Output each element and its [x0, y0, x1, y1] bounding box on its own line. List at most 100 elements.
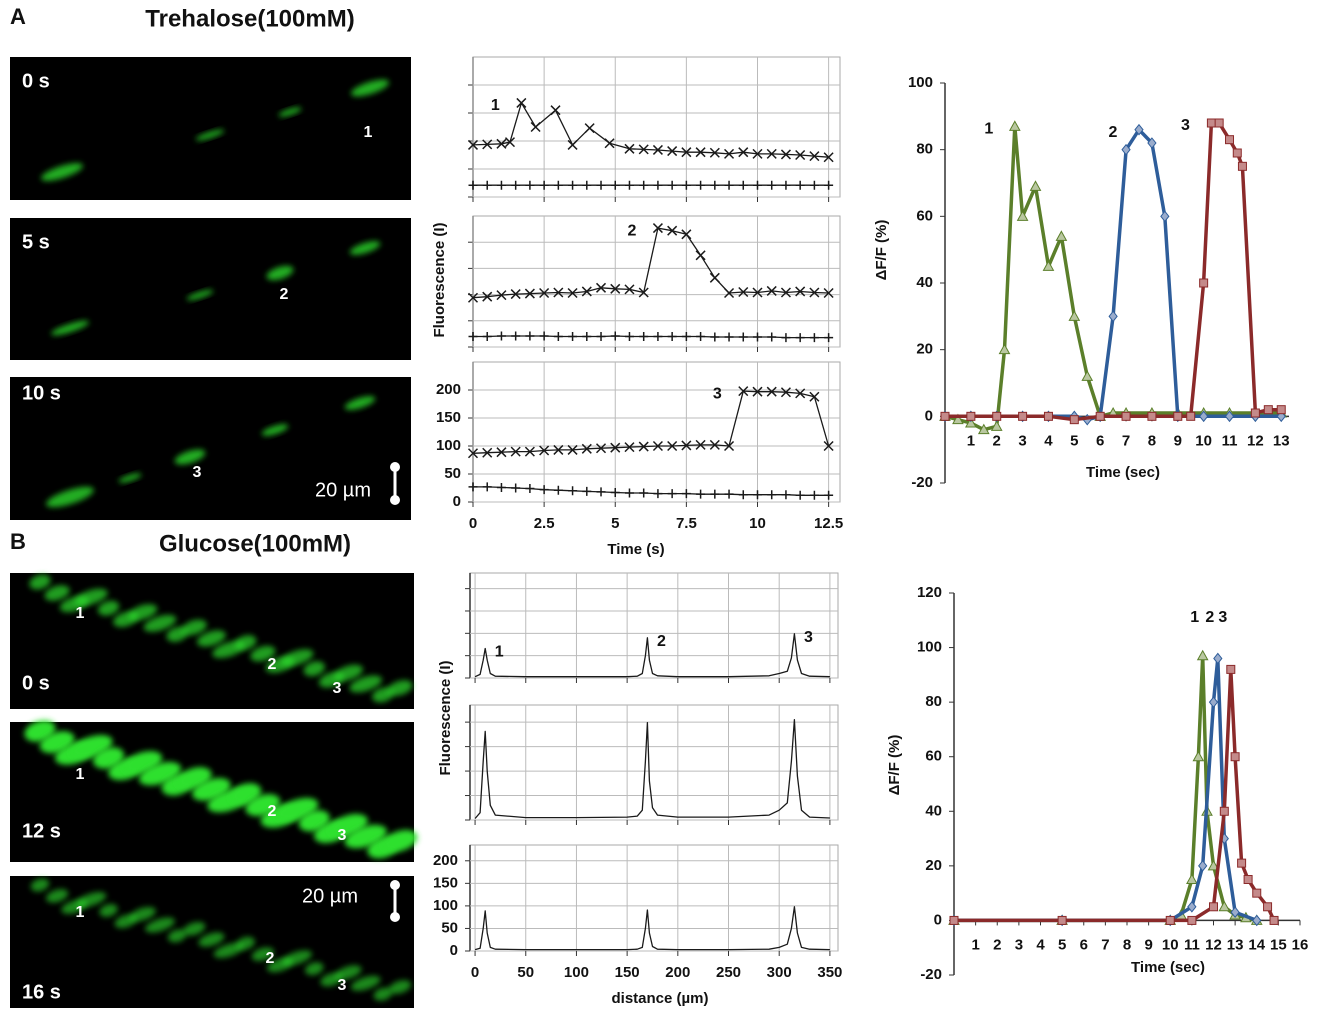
data-point — [695, 439, 706, 450]
data-point — [766, 285, 777, 296]
data-point — [581, 286, 592, 297]
data-point — [1263, 902, 1273, 912]
data-line — [474, 906, 830, 951]
cell-fluorescence — [186, 289, 214, 301]
data-point — [1263, 405, 1273, 415]
data-point — [696, 332, 706, 342]
y-tick-label: -20 — [920, 966, 942, 983]
data-point — [1230, 752, 1240, 762]
cell-fluorescence — [128, 604, 158, 621]
data-point — [1121, 143, 1131, 156]
data-point — [752, 332, 762, 342]
series-label: 2 — [1205, 609, 1214, 626]
data-point — [1121, 411, 1131, 421]
x-tick-label: 12 — [1205, 936, 1222, 953]
cell-fluorescence — [196, 630, 226, 647]
x-tick-label: 7 — [1101, 936, 1109, 953]
cell-fluorescence — [75, 588, 108, 606]
series-label: 2 — [627, 222, 636, 239]
cell-label: 2 — [268, 656, 277, 673]
x-tick-label: 12 — [1247, 432, 1264, 449]
cell-fluorescence — [167, 929, 187, 943]
data-point — [824, 490, 834, 500]
data-point — [482, 332, 492, 342]
peak-label: 3 — [804, 629, 813, 646]
data-point — [795, 388, 806, 399]
x-axis-label: distance (µm) — [612, 990, 709, 1007]
data-point — [582, 486, 592, 496]
y-axis-label: Fluorescence (I) — [437, 660, 454, 775]
x-tick-label: 250 — [716, 964, 741, 981]
data-point — [1218, 900, 1231, 912]
data-point — [949, 915, 959, 925]
cell-fluorescence — [250, 645, 276, 662]
cell-fluorescence — [40, 163, 84, 181]
data-point — [752, 287, 763, 298]
data-point — [1147, 137, 1157, 149]
time-label: 12 s — [22, 820, 61, 842]
data-line — [474, 719, 830, 819]
y-tick-label: 40 — [916, 274, 933, 291]
x-tick-label: 9 — [1174, 432, 1182, 449]
data-point — [1108, 310, 1118, 323]
data-point — [738, 286, 749, 298]
y-tick-label: 100 — [436, 437, 461, 454]
data-point — [467, 139, 479, 150]
cell-fluorescence — [97, 600, 120, 616]
data-point — [1276, 405, 1286, 415]
cell-fluorescence — [174, 449, 206, 465]
y-tick-label: 200 — [436, 381, 461, 398]
x-tick-label: 11 — [1184, 936, 1200, 953]
x-tick-label: 50 — [517, 964, 534, 981]
cell-fluorescence — [350, 975, 381, 991]
cell-fluorescence — [388, 980, 412, 994]
data-point — [511, 483, 521, 493]
cell-fluorescence — [29, 574, 51, 590]
x-axis-label: Time (s) — [607, 541, 664, 558]
data-point — [738, 180, 748, 190]
cell-label: 2 — [280, 286, 289, 303]
x-axis-label: Time (sec) — [1131, 959, 1205, 976]
x-tick-label: 5 — [1058, 936, 1066, 953]
data-point — [724, 332, 734, 342]
data-point — [567, 287, 578, 299]
data-point — [568, 180, 578, 190]
data-point — [667, 146, 678, 157]
data-point — [752, 148, 763, 159]
cell-fluorescence — [303, 661, 325, 677]
data-point — [496, 180, 506, 190]
cell-label: 1 — [76, 605, 85, 622]
data-point — [1081, 370, 1094, 381]
data-point — [530, 121, 541, 133]
data-point — [724, 180, 734, 190]
y-tick-label: 100 — [433, 897, 458, 914]
data-point — [638, 144, 649, 155]
x-tick-label: 16 — [1292, 936, 1309, 953]
microscopy-image — [10, 57, 411, 200]
data-point — [710, 332, 720, 342]
data-point — [496, 138, 507, 149]
cell-fluorescence — [251, 947, 274, 961]
x-tick-label: 15 — [1270, 936, 1287, 953]
data-point — [752, 490, 762, 500]
data-point — [709, 272, 720, 283]
data-point — [977, 423, 990, 435]
data-point — [823, 287, 834, 299]
data-point — [1207, 859, 1220, 871]
series-label: 1 — [491, 97, 500, 114]
data-point — [496, 482, 506, 492]
data-point — [511, 331, 521, 341]
data-point — [1173, 411, 1183, 421]
data-point — [550, 105, 561, 116]
data-point — [809, 391, 820, 402]
x-tick-label: 0 — [469, 515, 477, 532]
data-point — [511, 180, 521, 190]
data-point — [738, 386, 749, 397]
data-point — [992, 411, 1002, 421]
data-point — [809, 151, 820, 162]
data-point — [624, 332, 634, 342]
data-point — [624, 442, 635, 453]
data-point — [1224, 410, 1235, 423]
